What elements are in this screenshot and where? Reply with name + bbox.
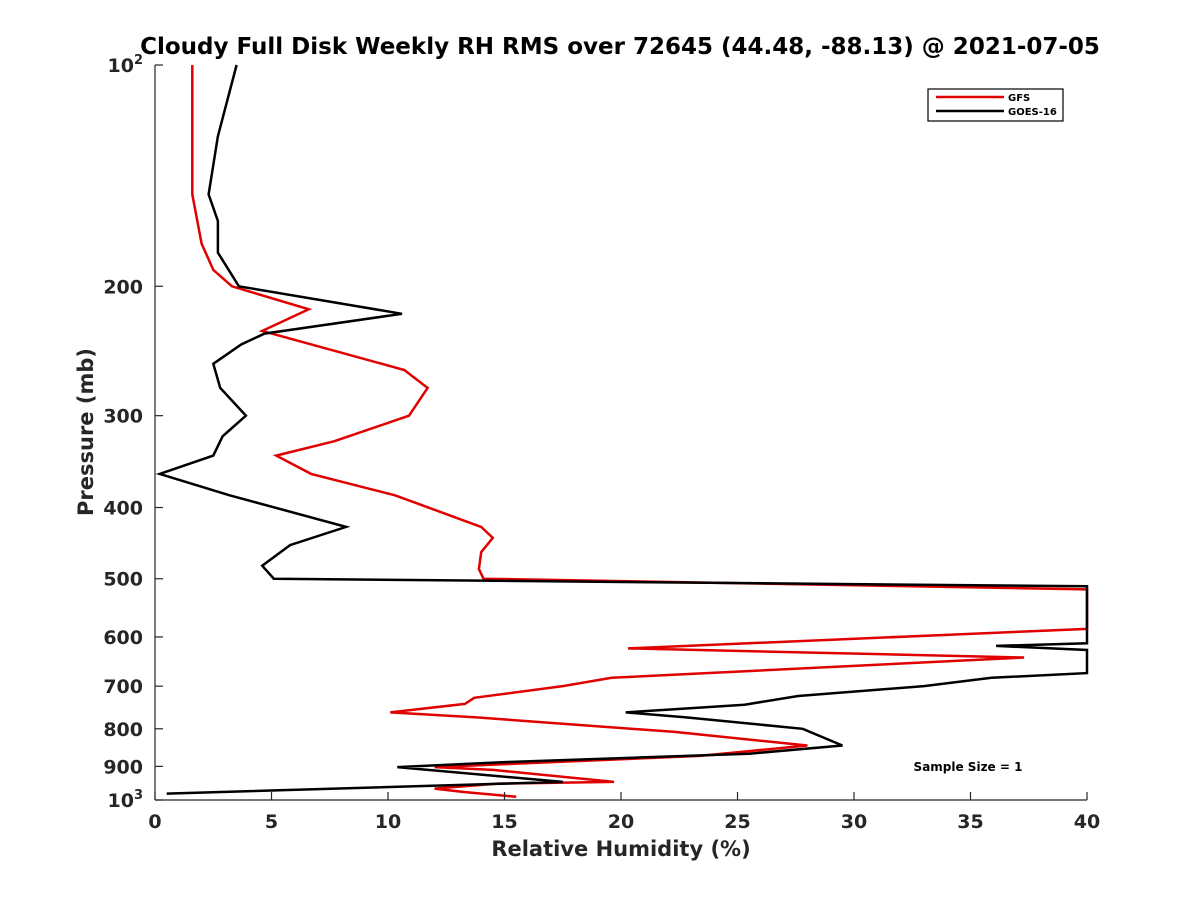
sample-size-annotation: Sample Size = 1 [914,760,1023,774]
x-tick-label: 25 [724,811,750,833]
y-tick-label: 103 [108,788,144,812]
legend: GFS GOES-16 [927,88,1064,122]
plot-area: 0 5 10 15 20 25 30 35 40 10220030040050060070080… [103,53,1100,833]
x-axis-label: Relative Humidity (%) [491,837,750,861]
x-tick-label: 15 [491,811,517,833]
y-tick-exponent: 3 [134,788,143,803]
y-tick-label: 300 [103,406,143,428]
x-tick-label: 30 [841,811,867,833]
x-tick-label: 40 [1074,811,1100,833]
y-tick-label: 700 [103,676,143,698]
x-tick-label: 10 [375,811,401,833]
y-tick-label: 400 [103,498,143,520]
y-tick-label: 800 [103,719,143,741]
y-axis-label: Pressure (mb) [74,348,98,516]
y-tick-base: 10 [108,55,134,77]
y-tick-label: 900 [103,756,143,778]
x-tick-label: 0 [148,811,161,833]
series-line-goes-16 [155,64,1089,795]
series-line-gfs [191,65,1089,799]
legend-box [927,88,1064,122]
chart-title: Cloudy Full Disk Weekly RH RMS over 7264… [140,34,1100,60]
y-tick-label: 102 [108,53,144,77]
x-ticks: 0 5 10 15 20 25 30 35 40 [148,792,1100,833]
y-tick-label: 500 [103,569,143,591]
series-layer [155,64,1089,799]
legend-label-gfs: GFS [1008,93,1030,104]
x-tick-label: 5 [265,811,278,833]
x-tick-label: 20 [608,811,634,833]
x-tick-label: 35 [957,811,983,833]
legend-label-goes-16: GOES-16 [1008,107,1057,118]
y-tick-exponent: 2 [134,53,143,68]
y-tick-base: 10 [108,790,134,812]
y-tick-label: 600 [103,627,143,649]
y-tick-label: 200 [103,276,143,298]
